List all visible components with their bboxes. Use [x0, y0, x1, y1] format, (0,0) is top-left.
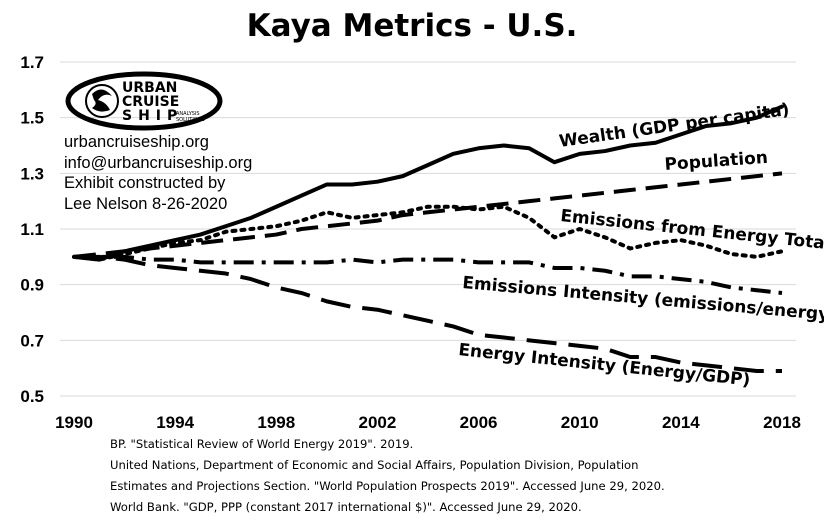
credits-block: urbancruiseship.org info@urbancruiseship… [64, 132, 252, 214]
series-label: Population [664, 148, 769, 175]
x-tick-label: 2006 [460, 413, 498, 432]
y-tick-label: 1.3 [20, 164, 44, 183]
urban-cruise-ship-logo: URBAN CRUISE SHIP ANALYSIS SOLUTIONS [65, 71, 223, 131]
y-tick-label: 1.7 [20, 53, 44, 72]
x-tick-label: 2010 [561, 413, 599, 432]
y-tick-label: 0.9 [20, 276, 44, 295]
x-tick-label: 2018 [763, 413, 801, 432]
series-line [74, 254, 783, 296]
x-tick-label: 1990 [55, 413, 93, 432]
series-line [72, 104, 784, 262]
x-tick-label: 2014 [662, 413, 700, 432]
source-line: Estimates and Projections Section. "Worl… [110, 479, 665, 493]
x-tick-label: 1994 [156, 413, 194, 432]
credit-email: info@urbancruiseship.org [64, 153, 253, 172]
series-label: Wealth (GDP per capita) [558, 100, 791, 152]
y-tick-label: 1.5 [20, 109, 44, 128]
y-tick-label: 0.7 [20, 331, 44, 350]
x-axis-ticks: 1990 1994 1998 2002 2006 2010 2014 2018 [55, 413, 801, 432]
series-label: Energy Intensity (Energy/GDP) [457, 340, 751, 391]
y-tick-label: 1.1 [20, 220, 44, 239]
source-line: World Bank. "GDP, PPP (constant 2017 int… [110, 500, 582, 514]
sources-block: BP. "Statistical Review of World Energy … [110, 434, 665, 518]
source-line: BP. "Statistical Review of World Energy … [110, 437, 414, 451]
chart-title: Kaya Metrics - U.S. [246, 8, 578, 44]
gridlines [60, 61, 796, 397]
ship-logo-icon [85, 84, 119, 118]
logo-line3: SHIP [122, 108, 183, 124]
credit-author: Lee Nelson 8-26-2020 [64, 194, 228, 213]
logo-line1: URBAN [122, 80, 177, 96]
x-tick-label: 1998 [257, 413, 295, 432]
y-axis-ticks: 0.5 0.7 0.9 1.1 1.3 1.5 1.7 [20, 53, 44, 406]
credit-website: urbancruiseship.org [64, 133, 209, 151]
series-label: Emissions Intensity (emissions/energy) [462, 273, 824, 326]
series-lines [72, 104, 784, 373]
x-tick-label: 2002 [359, 413, 397, 432]
series-line [73, 171, 783, 259]
credit-constructed: Exhibit constructed by [64, 174, 226, 192]
logo-line2: CRUISE [122, 94, 179, 110]
logo-tag2: SOLUTIONS [176, 117, 205, 123]
logo-tag1: ANALYSIS [176, 111, 200, 117]
y-tick-label: 0.5 [20, 387, 44, 406]
series-line [74, 254, 782, 373]
source-line: United Nations, Department of Economic a… [110, 458, 639, 472]
series-line [72, 204, 784, 262]
series-label: Emissions from Energy Total [559, 206, 824, 254]
